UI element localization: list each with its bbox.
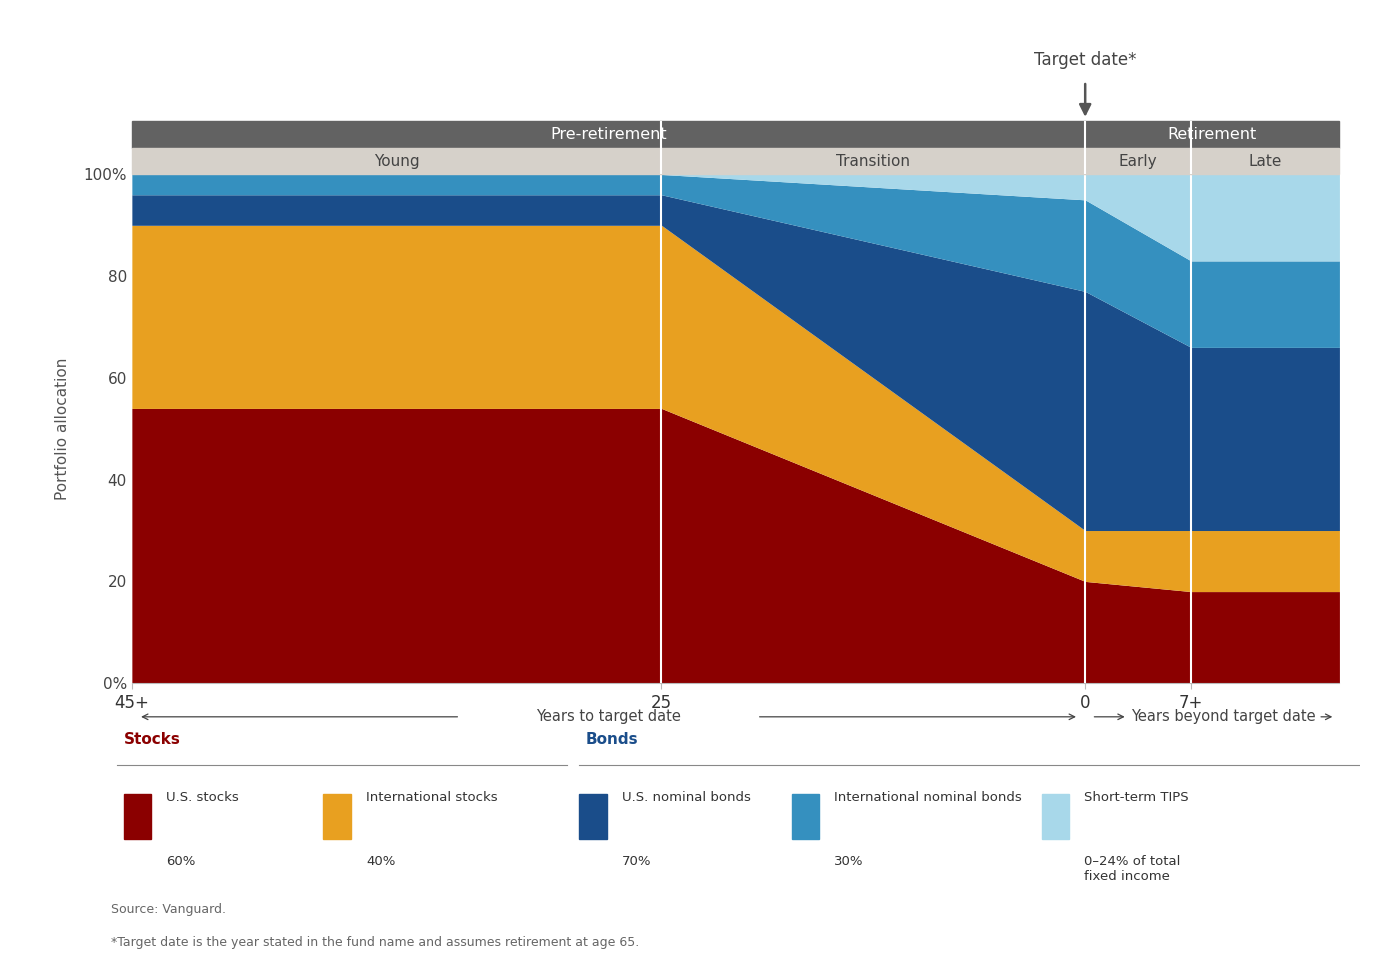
Bar — [1085, 148, 1191, 174]
Bar — [580, 794, 607, 839]
Text: Short-term TIPS: Short-term TIPS — [1084, 791, 1188, 803]
Text: 0–24% of total
fixed income: 0–24% of total fixed income — [1084, 855, 1181, 883]
Text: Source: Vanguard.: Source: Vanguard. — [111, 903, 226, 916]
Text: 30%: 30% — [834, 855, 863, 867]
Text: International nominal bonds: International nominal bonds — [834, 791, 1022, 803]
Text: Retirement: Retirement — [1167, 127, 1258, 141]
Text: Pre-retirement: Pre-retirement — [550, 127, 666, 141]
Text: Early: Early — [1119, 154, 1158, 169]
Bar — [323, 794, 351, 839]
Text: Target date*: Target date* — [1034, 50, 1137, 69]
Text: Bonds: Bonds — [586, 732, 638, 746]
Text: Transition: Transition — [837, 154, 911, 169]
Text: Young: Young — [373, 154, 419, 169]
Text: U.S. nominal bonds: U.S. nominal bonds — [622, 791, 751, 803]
Bar — [1041, 794, 1069, 839]
Text: Late: Late — [1249, 154, 1283, 169]
Text: *Target date is the year stated in the fund name and assumes retirement at age 6: *Target date is the year stated in the f… — [111, 936, 640, 949]
Y-axis label: Portfolio allocation: Portfolio allocation — [54, 358, 69, 500]
Text: Years beyond target date: Years beyond target date — [1131, 709, 1316, 724]
Text: 70%: 70% — [622, 855, 651, 867]
Text: U.S. stocks: U.S. stocks — [167, 791, 239, 803]
Bar — [124, 794, 151, 839]
Bar — [1191, 148, 1339, 174]
Bar — [791, 794, 819, 839]
Text: 60%: 60% — [167, 855, 196, 867]
Text: Stocks: Stocks — [124, 732, 180, 746]
Bar — [132, 148, 662, 174]
Bar — [662, 148, 1085, 174]
Text: International stocks: International stocks — [366, 791, 497, 803]
Bar — [1085, 121, 1339, 148]
Text: Years to target date: Years to target date — [536, 709, 682, 724]
Text: 40%: 40% — [366, 855, 396, 867]
Bar — [132, 121, 1085, 148]
